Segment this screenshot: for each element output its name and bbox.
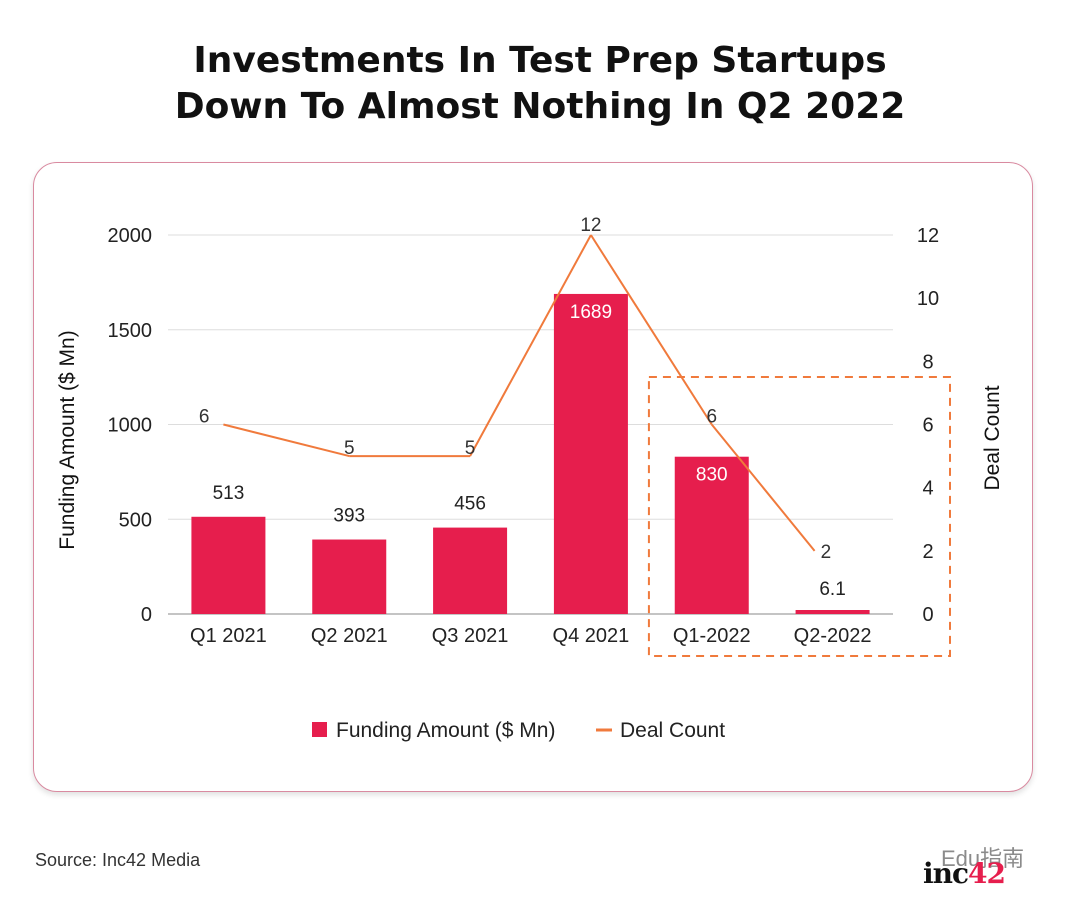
bar bbox=[553, 293, 628, 614]
inc42-logo: inc42 bbox=[923, 857, 1006, 890]
bar-value-label: 513 bbox=[213, 483, 245, 504]
bar-value-label: 1689 bbox=[570, 302, 612, 323]
y2-tick-label: 6 bbox=[922, 415, 933, 437]
watermark: Edu指南 inc42 bbox=[893, 833, 1053, 890]
y-axis-label: Funding Amount ($ Mn) bbox=[56, 330, 79, 549]
highlight-box bbox=[647, 376, 952, 657]
title-line-1: Investments In Test Prep Startups bbox=[193, 40, 887, 81]
y2-axis-label: Deal Count bbox=[981, 385, 1004, 490]
deal-count-label: 2 bbox=[821, 542, 832, 563]
y-tick-label: 2000 bbox=[108, 225, 153, 247]
title-line-2: Down To Almost Nothing In Q2 2022 bbox=[174, 86, 906, 127]
logo-accent: 42 bbox=[968, 857, 1006, 890]
bar-value-label: 456 bbox=[454, 494, 486, 515]
y-tick-label: 1500 bbox=[108, 320, 153, 342]
x-tick-label: Q2 2021 bbox=[311, 625, 388, 647]
bar bbox=[191, 516, 266, 614]
bar-value-label: 393 bbox=[333, 506, 365, 527]
deal-count-line-segment bbox=[590, 234, 713, 426]
bar-value-label: 6.1 bbox=[819, 579, 845, 600]
legend-swatch-bar bbox=[312, 722, 327, 737]
deal-count-label: 6 bbox=[199, 407, 210, 428]
bar bbox=[433, 527, 508, 614]
bar bbox=[312, 539, 387, 614]
y2-tick-label: 2 bbox=[922, 541, 933, 563]
y2-tick-label: 4 bbox=[922, 478, 933, 500]
y-tick-label: 1000 bbox=[108, 415, 153, 437]
deal-count-label: 5 bbox=[344, 438, 355, 459]
deal-count-line-segment bbox=[710, 423, 816, 552]
y2-tick-label: 12 bbox=[917, 225, 939, 247]
chart-card bbox=[33, 162, 1033, 792]
deal-count-label: 12 bbox=[580, 215, 601, 236]
deal-count-line-segment bbox=[223, 423, 350, 458]
x-tick-label: Q3 2021 bbox=[432, 625, 509, 647]
source-note: Source: Inc42 Media bbox=[35, 850, 201, 870]
logo-main: inc bbox=[923, 857, 969, 890]
y2-tick-label: 10 bbox=[917, 288, 939, 310]
legend-label-deals: Deal Count bbox=[620, 719, 725, 742]
y-tick-label: 0 bbox=[141, 604, 152, 626]
watermark-text: Edu指南 bbox=[941, 846, 1025, 871]
bar bbox=[795, 610, 870, 614]
y2-tick-label: 0 bbox=[922, 604, 933, 626]
y2-tick-label: 8 bbox=[922, 351, 933, 373]
legend-label-funding: Funding Amount ($ Mn) bbox=[336, 719, 555, 742]
x-tick-label: Q4 2021 bbox=[553, 625, 630, 647]
x-tick-label: Q1-2022 bbox=[673, 625, 751, 647]
deal-count-label: 5 bbox=[465, 438, 476, 459]
bar bbox=[674, 456, 749, 614]
deal-count-label: 6 bbox=[706, 407, 717, 428]
chart-title: Investments In Test Prep Startups Down T… bbox=[0, 38, 1080, 130]
y-tick-label: 500 bbox=[119, 509, 152, 531]
x-tick-label: Q2-2022 bbox=[794, 625, 872, 647]
bar-value-label: 830 bbox=[696, 465, 728, 486]
deal-count-line-segment bbox=[469, 234, 592, 457]
x-tick-label: Q1 2021 bbox=[190, 625, 267, 647]
